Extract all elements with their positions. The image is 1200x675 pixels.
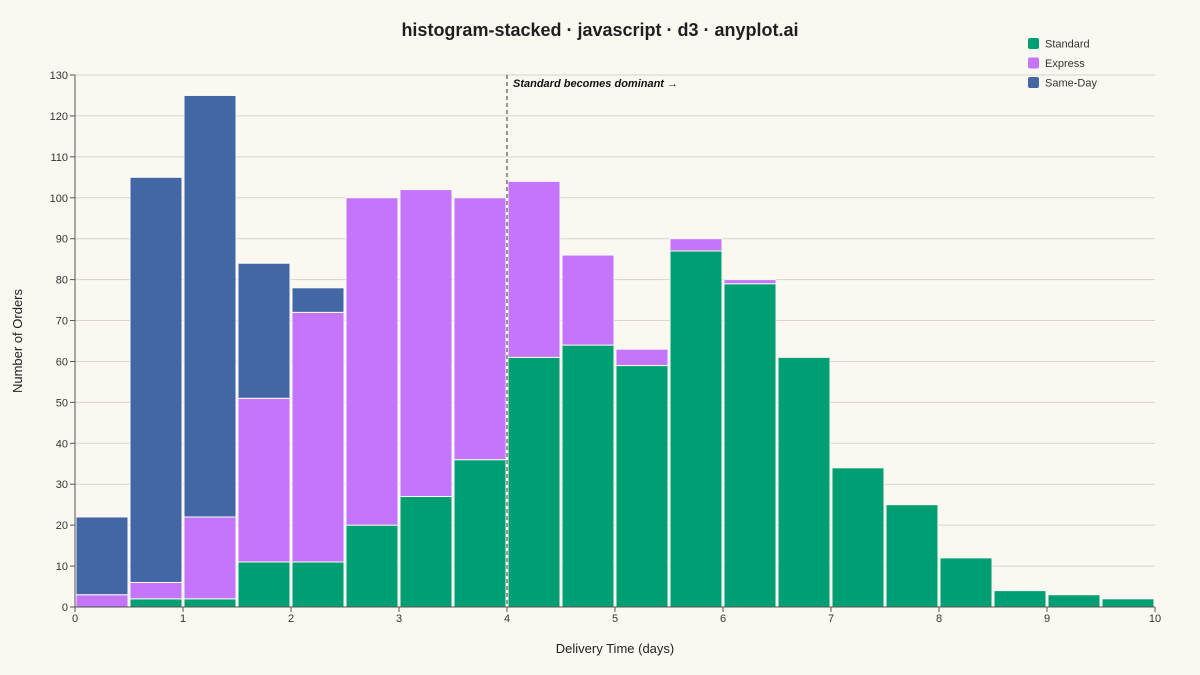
bar-same-day-bin-2 bbox=[183, 94, 237, 518]
x-tick-label-9: 9 bbox=[1044, 613, 1050, 625]
bar-standard-bin-19 bbox=[1101, 598, 1155, 608]
bar-express-bin-0 bbox=[75, 594, 129, 608]
grid-lines bbox=[75, 74, 1155, 567]
legend-item-same-day: Same-Day bbox=[1028, 77, 1097, 90]
bar-express-bin-3 bbox=[237, 397, 291, 563]
bar-express-bin-5 bbox=[345, 197, 399, 526]
y-axis-ticks: 0 10 20 30 40 50 60 70 80 90 100 110 120 130 bbox=[50, 70, 75, 614]
x-tick-label-8: 8 bbox=[936, 613, 942, 625]
x-tick-label-1: 1 bbox=[180, 613, 186, 625]
y-tick-label-50: 50 bbox=[56, 397, 68, 409]
legend-label-same-day: Same-Day bbox=[1045, 78, 1097, 90]
legend-swatch-same-day bbox=[1028, 77, 1039, 88]
bar-express-bin-9 bbox=[561, 254, 615, 346]
bar-same-day-bin-1 bbox=[129, 176, 183, 583]
y-tick-label-60: 60 bbox=[56, 356, 68, 368]
bar-standard-bin-12 bbox=[723, 283, 777, 608]
bar-standard-bin-11 bbox=[669, 250, 723, 608]
bar-standard-bin-4 bbox=[291, 561, 345, 608]
legend-item-express: Express bbox=[1028, 57, 1085, 70]
bar-standard-bin-7 bbox=[453, 459, 507, 608]
bar-express-bin-12 bbox=[723, 279, 777, 285]
bar-standard-bin-18 bbox=[1047, 594, 1101, 608]
bar-express-bin-7 bbox=[453, 197, 507, 461]
bar-standard-bin-3 bbox=[237, 561, 291, 608]
bar-express-bin-2 bbox=[183, 516, 237, 600]
x-tick-label-5: 5 bbox=[612, 613, 618, 625]
annotation-group: Standard becomes dominant → bbox=[506, 75, 678, 607]
y-tick-label-40: 40 bbox=[56, 438, 68, 450]
bar-express-bin-6 bbox=[399, 189, 453, 498]
bar-same-day-bin-0 bbox=[75, 516, 129, 596]
legend-swatch-express bbox=[1028, 57, 1039, 69]
y-tick-label-130: 130 bbox=[50, 70, 68, 82]
x-tick-label-3: 3 bbox=[396, 613, 402, 625]
bar-express-bin-11 bbox=[669, 238, 723, 252]
y-tick-label-70: 70 bbox=[56, 316, 68, 328]
bar-standard-bin-17 bbox=[993, 590, 1047, 608]
bar-same-day-bin-4 bbox=[291, 287, 345, 313]
annotation-label: Standard becomes dominant → bbox=[513, 78, 678, 90]
legend: Standard Express Same-Day bbox=[1028, 38, 1097, 90]
chart-title: histogram-stacked · javascript · d3 · an… bbox=[401, 20, 798, 40]
legend-item-standard: Standard bbox=[1028, 38, 1090, 51]
y-tick-label-120: 120 bbox=[50, 111, 68, 123]
x-tick-label-0: 0 bbox=[72, 613, 78, 625]
bar-standard-bin-10 bbox=[615, 365, 669, 608]
bar-standard-bin-6 bbox=[399, 496, 453, 608]
bar-express-bin-4 bbox=[291, 311, 345, 563]
x-tick-label-7: 7 bbox=[828, 613, 834, 625]
x-tick-label-2: 2 bbox=[288, 613, 294, 625]
x-tick-label-6: 6 bbox=[720, 613, 726, 625]
y-tick-label-0: 0 bbox=[62, 602, 68, 614]
x-tick-label-10: 10 bbox=[1149, 613, 1161, 625]
bars-group bbox=[75, 94, 1155, 608]
y-tick-label-80: 80 bbox=[56, 275, 68, 287]
legend-label-standard: Standard bbox=[1045, 39, 1090, 51]
y-tick-label-90: 90 bbox=[56, 234, 68, 246]
bar-express-bin-1 bbox=[129, 581, 183, 600]
bar-standard-bin-8 bbox=[507, 356, 561, 608]
axes-group: 0 1 2 3 4 5 6 7 8 9 10 0 10 20 30 40 50 60 70 80 90 100 110 12… bbox=[50, 70, 1161, 625]
bar-standard-bin-15 bbox=[885, 504, 939, 608]
y-tick-label-110: 110 bbox=[50, 152, 68, 164]
y-axis-label: Number of Orders bbox=[10, 288, 25, 393]
bar-express-bin-10 bbox=[615, 348, 669, 367]
legend-label-express: Express bbox=[1045, 58, 1085, 70]
bar-standard-bin-1 bbox=[129, 598, 183, 608]
bar-express-bin-8 bbox=[507, 180, 561, 358]
y-tick-label-100: 100 bbox=[50, 193, 68, 205]
y-tick-label-10: 10 bbox=[56, 561, 68, 573]
x-axis-ticks: 0 1 2 3 4 5 6 7 8 9 10 bbox=[72, 607, 1161, 625]
bar-standard-bin-14 bbox=[831, 467, 885, 608]
bar-standard-bin-13 bbox=[777, 356, 831, 608]
bar-standard-bin-5 bbox=[345, 524, 399, 608]
legend-swatch-standard bbox=[1028, 38, 1039, 49]
y-tick-label-20: 20 bbox=[56, 520, 68, 532]
bar-standard-bin-9 bbox=[561, 344, 615, 608]
bar-standard-bin-16 bbox=[939, 557, 993, 608]
x-axis-label: Delivery Time (days) bbox=[556, 641, 674, 656]
y-tick-label-30: 30 bbox=[56, 479, 68, 491]
bar-standard-bin-2 bbox=[183, 598, 237, 608]
bar-same-day-bin-3 bbox=[237, 262, 291, 399]
x-tick-label-4: 4 bbox=[504, 613, 510, 625]
